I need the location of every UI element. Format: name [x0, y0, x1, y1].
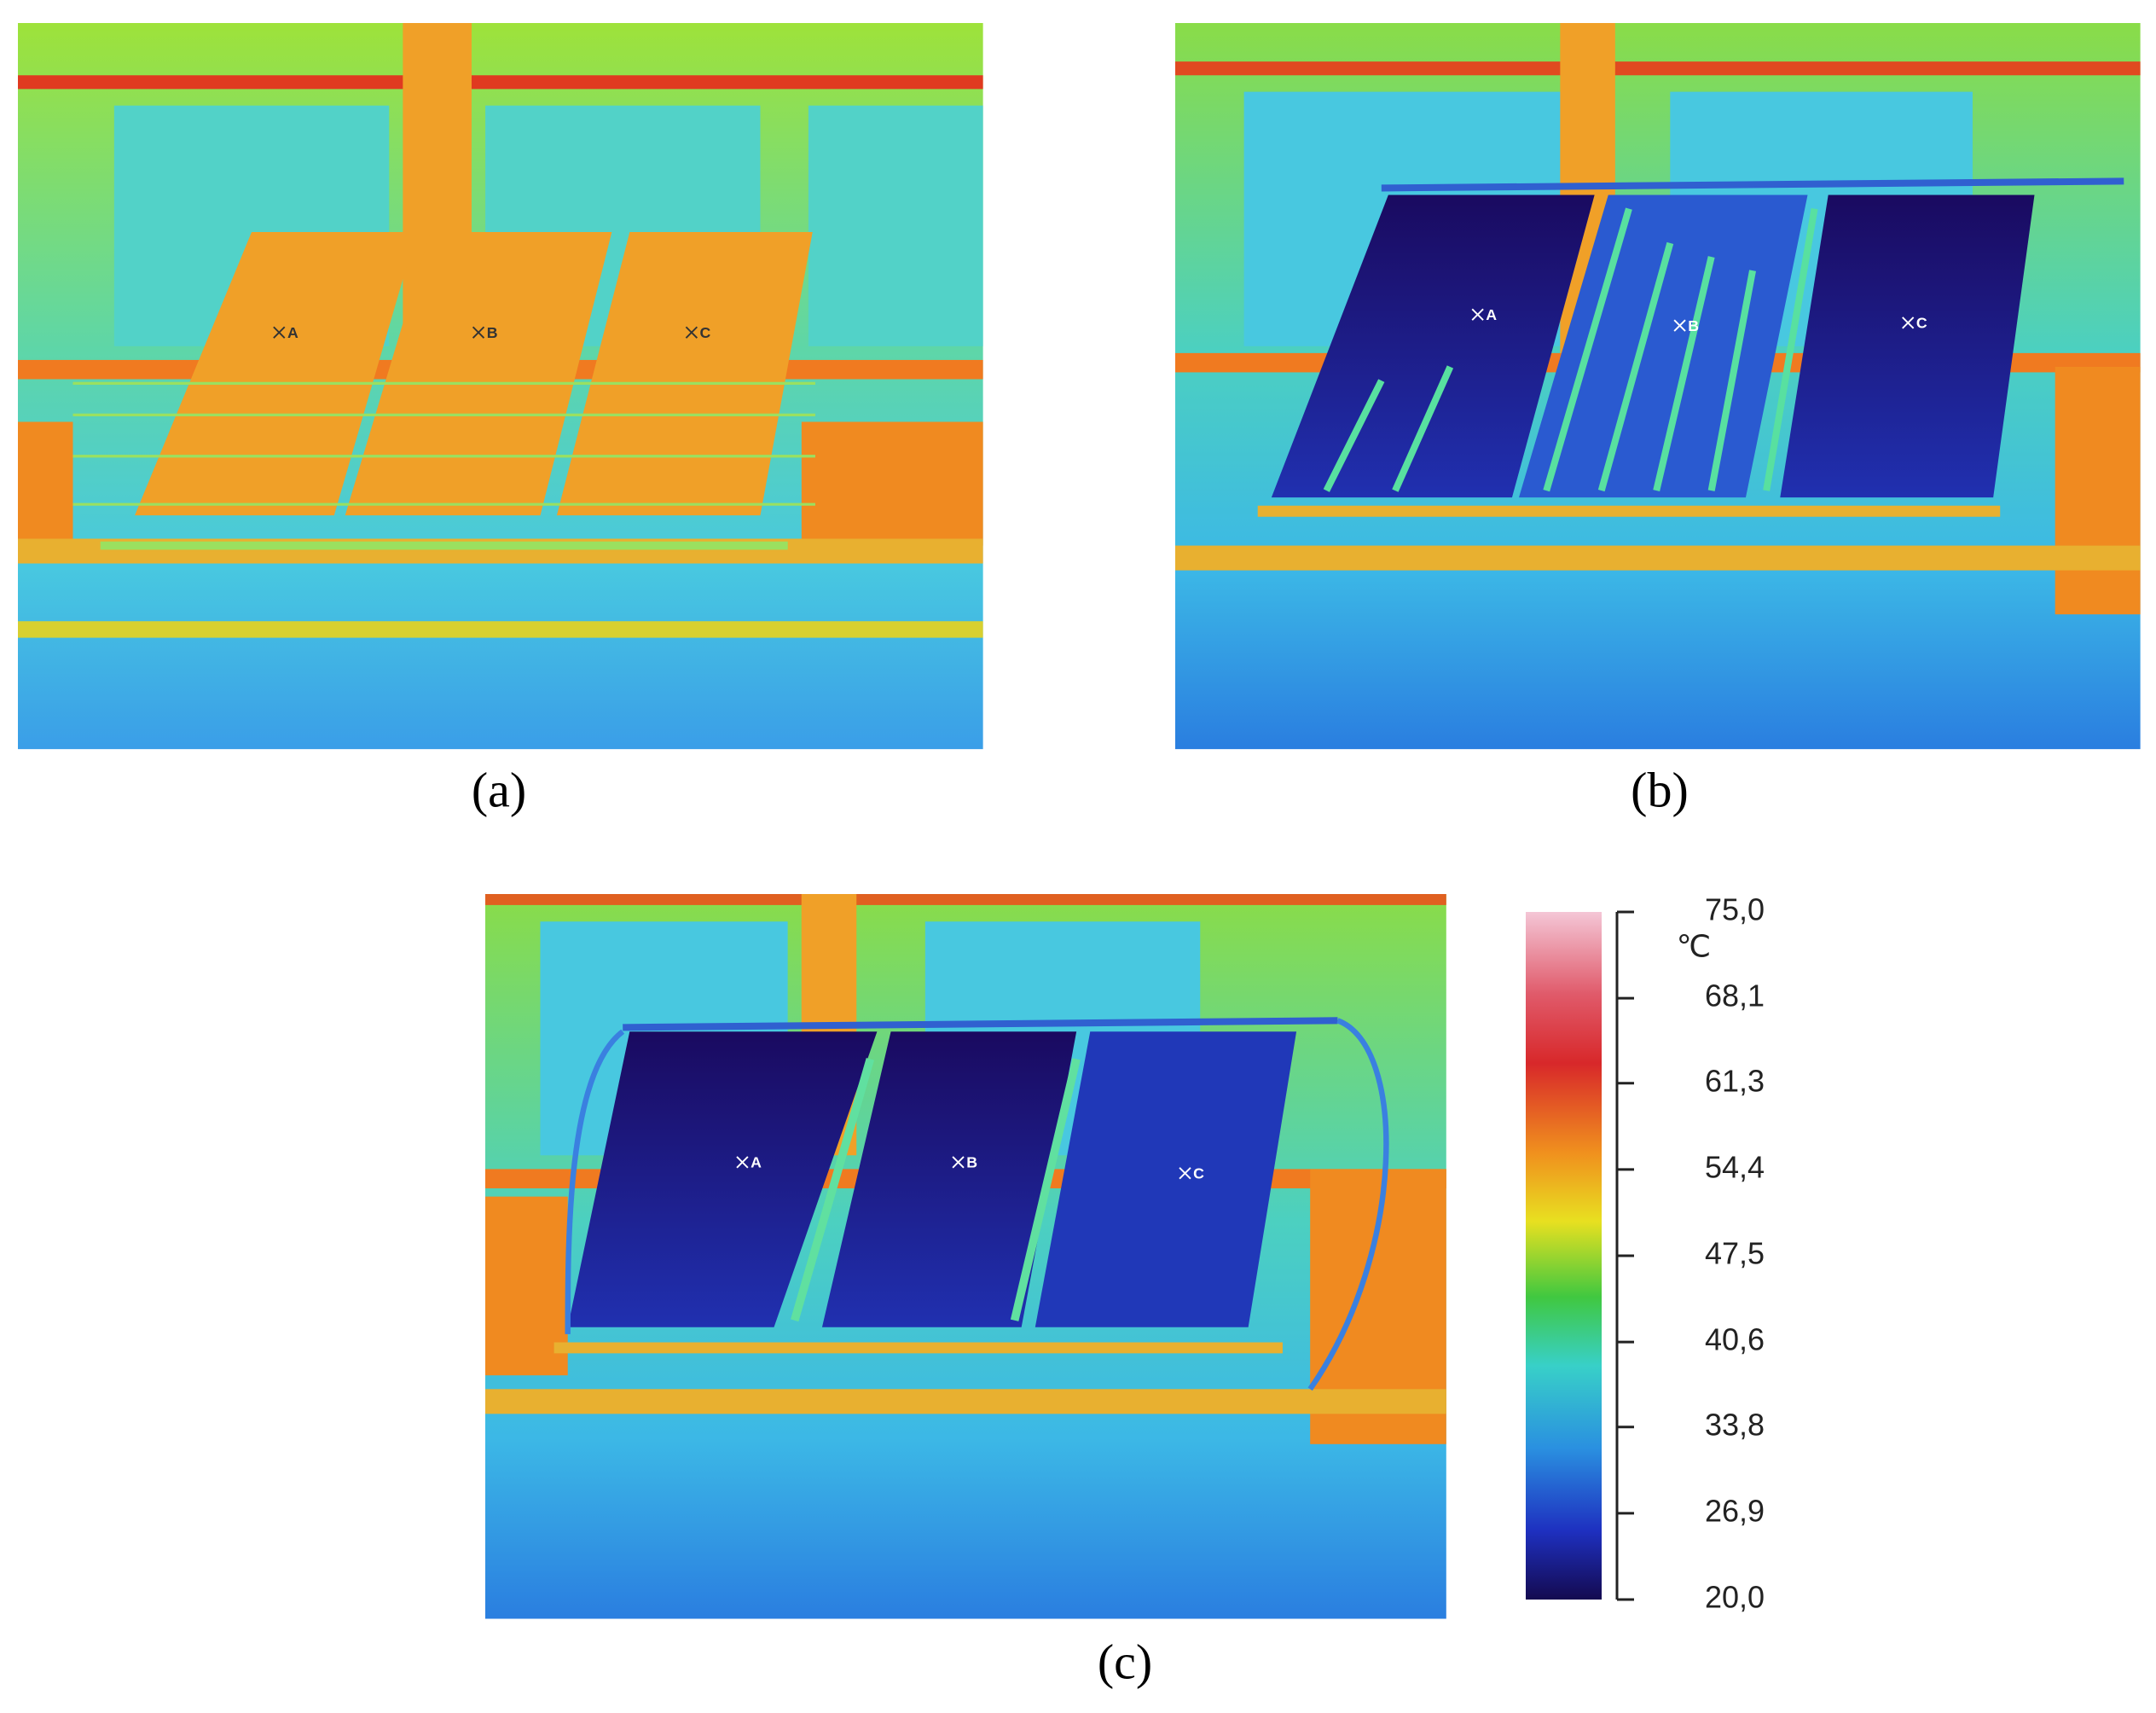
point-label: B: [487, 324, 498, 341]
thermal-image-a: [18, 23, 983, 750]
thermal-image-c: [485, 894, 1446, 1619]
cross-marker: [1673, 319, 1686, 332]
point-label: A: [751, 1154, 762, 1171]
point-label: B: [1688, 317, 1699, 334]
colorbar-tick-label: 40,6: [1705, 1322, 1765, 1357]
colorbar-tick-label: 47,5: [1705, 1236, 1765, 1271]
panel-caption: (c): [1098, 1634, 1152, 1689]
cross-marker: [952, 1156, 965, 1169]
colorbar-tick-label: 33,8: [1705, 1407, 1765, 1442]
point-markers: A B C: [1471, 306, 1927, 334]
colorbar-unit: ℃: [1677, 929, 1711, 964]
panel-caption: (a): [472, 762, 526, 817]
point-label: C: [1193, 1165, 1204, 1182]
colorbar-tick-label: 26,9: [1705, 1493, 1765, 1528]
thermal-image-b: [1175, 23, 2141, 750]
colorbar-tick-label: 68,1: [1705, 978, 1765, 1013]
point-markers: A B C: [736, 1154, 1204, 1182]
cross-marker: [736, 1156, 749, 1169]
point-label: A: [287, 324, 298, 341]
colorbar-tick-label: 54,4: [1705, 1149, 1765, 1184]
cross-marker: [685, 326, 698, 339]
point-markers: A B C: [273, 324, 711, 341]
cross-marker: [273, 326, 286, 339]
point-label: A: [1486, 306, 1497, 323]
cross-marker: [1179, 1167, 1191, 1180]
colorbar-tick-label: 61,3: [1705, 1063, 1765, 1098]
cross-marker: [472, 326, 485, 339]
colorbar-tick-label: 20,0: [1705, 1580, 1765, 1615]
panel-caption: (b): [1631, 762, 1689, 817]
cross-marker: [1902, 316, 1915, 329]
cross-marker: [1471, 308, 1484, 321]
colorbar-tick-label: 75,0: [1705, 892, 1765, 927]
colorbar: [1526, 912, 1602, 1600]
point-label: C: [1916, 315, 1927, 332]
point-label: B: [966, 1154, 977, 1171]
point-label: C: [700, 324, 711, 341]
